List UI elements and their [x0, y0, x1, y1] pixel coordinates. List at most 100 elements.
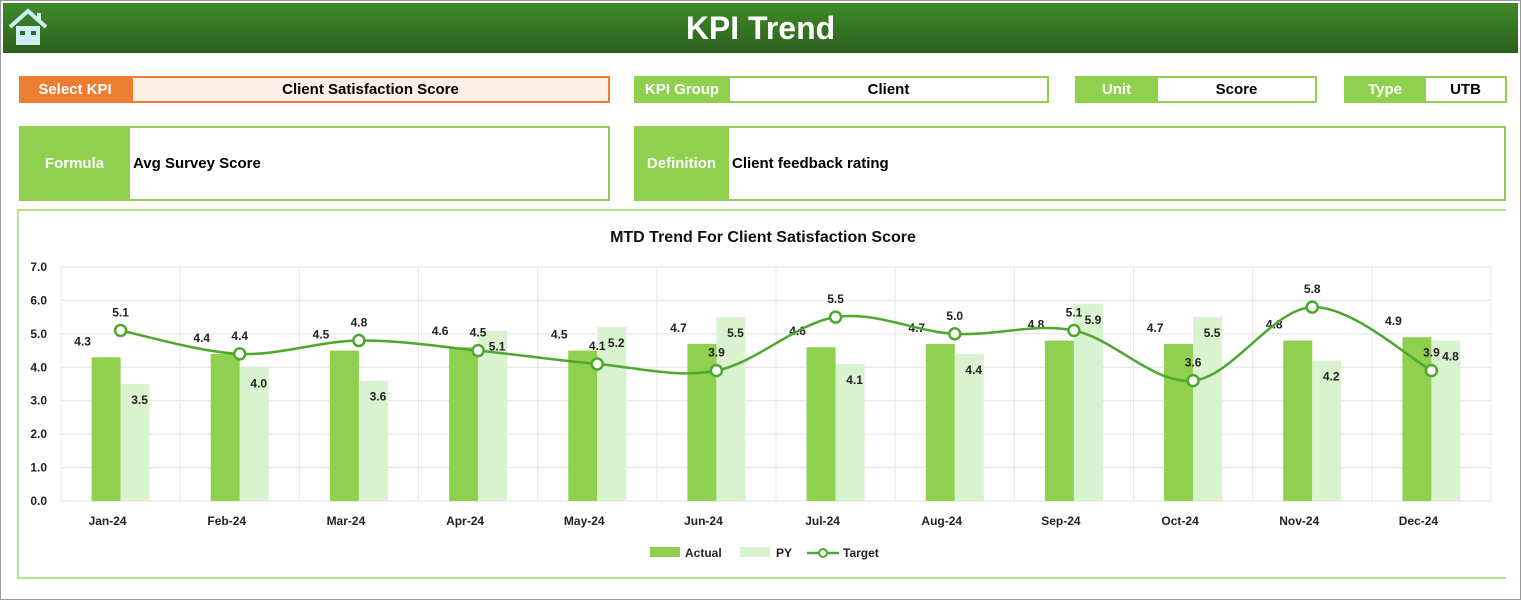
- definition-box: [634, 126, 1506, 201]
- py-data-label: 4.2: [1323, 370, 1340, 384]
- py-bar: [120, 384, 150, 501]
- actual-bar: [210, 353, 240, 501]
- x-tick-label: Sep-24: [1041, 514, 1081, 528]
- target-data-label: 3.9: [708, 346, 725, 360]
- kpi-group-label: KPI Group: [634, 76, 730, 103]
- py-bar: [239, 367, 269, 501]
- type-value: UTB: [1424, 76, 1507, 103]
- y-tick-label: 3.0: [30, 394, 47, 408]
- definition-value: Client feedback rating: [732, 155, 889, 172]
- py-bar: [1431, 340, 1461, 501]
- legend-target-marker: [818, 548, 828, 558]
- target-data-label: 4.4: [231, 329, 248, 343]
- legend-actual-label: Actual: [685, 546, 722, 560]
- py-data-label: 5.5: [1204, 326, 1221, 340]
- py-bar: [716, 317, 746, 501]
- unit-label: Unit: [1075, 76, 1158, 103]
- py-bar: [1073, 303, 1103, 501]
- legend-py-label: PY: [776, 546, 792, 560]
- x-tick-label: Dec-24: [1399, 514, 1439, 528]
- header-bar: KPI Trend: [3, 3, 1518, 53]
- actual-bar: [925, 343, 955, 501]
- py-data-label: 3.5: [131, 393, 148, 407]
- actual-bar: [568, 350, 598, 501]
- y-tick-label: 4.0: [30, 360, 47, 374]
- py-data-label: 5.5: [727, 326, 744, 340]
- y-tick-label: 5.0: [30, 327, 47, 341]
- x-tick-label: Aug-24: [921, 514, 962, 528]
- x-tick-label: Oct-24: [1161, 514, 1199, 528]
- actual-bar: [1164, 343, 1194, 501]
- actual-bar: [1402, 337, 1432, 501]
- chart-container: [17, 209, 1506, 579]
- actual-bar: [806, 347, 836, 501]
- py-data-label: 5.2: [608, 336, 625, 350]
- py-bar: [1312, 360, 1342, 501]
- unit-value: Score: [1156, 76, 1317, 103]
- x-tick-label: May-24: [564, 514, 605, 528]
- kpi-group-value: Client: [728, 76, 1049, 103]
- py-data-label: 4.0: [250, 376, 267, 390]
- formula-value: Avg Survey Score: [133, 155, 261, 172]
- target-marker: [948, 327, 962, 341]
- legend-py-swatch: [740, 547, 770, 557]
- actual-bar: [1044, 340, 1074, 501]
- actual-bar: [1283, 340, 1313, 501]
- select-kpi-dropdown[interactable]: Client Satisfaction Score: [131, 76, 610, 103]
- py-bar: [358, 380, 388, 501]
- x-tick-label: Feb-24: [207, 514, 246, 528]
- target-marker: [352, 333, 366, 348]
- formula-label: Formula: [19, 126, 130, 201]
- chart-title: MTD Trend For Client Satisfaction Score: [610, 229, 916, 246]
- target-data-label: 4.1: [589, 339, 606, 353]
- target-marker: [590, 357, 604, 371]
- py-bar: [478, 330, 508, 501]
- x-tick-label: Jul-24: [805, 514, 840, 528]
- target-marker: [113, 323, 128, 338]
- y-tick-label: 1.0: [30, 461, 47, 475]
- target-data-label: 4.5: [470, 326, 487, 340]
- py-bar: [597, 327, 627, 501]
- select-kpi-label: Select KPI: [19, 76, 131, 103]
- actual-data-label: 4.5: [551, 328, 568, 342]
- py-bar: [1193, 317, 1223, 501]
- actual-data-label: 4.7: [1147, 321, 1164, 335]
- py-bar: [835, 363, 865, 501]
- x-tick-label: Mar-24: [327, 514, 366, 528]
- legend-actual-swatch: [650, 547, 680, 557]
- py-bar: [954, 353, 984, 501]
- actual-data-label: 4.9: [1385, 314, 1402, 328]
- py-data-label: 3.6: [370, 390, 387, 404]
- py-data-label: 4.1: [846, 373, 863, 387]
- y-tick-label: 7.0: [30, 260, 47, 274]
- target-data-label: 5.1: [1066, 306, 1083, 320]
- actual-bar: [91, 357, 121, 501]
- target-marker: [828, 310, 843, 324]
- target-line: [120, 305, 1433, 382]
- target-marker: [1067, 323, 1081, 338]
- actual-data-label: 4.4: [193, 331, 210, 345]
- actual-data-label: 4.5: [313, 328, 330, 342]
- target-data-label: 5.0: [946, 309, 963, 323]
- py-data-label: 5.9: [1085, 313, 1102, 327]
- y-tick-label: 6.0: [30, 293, 47, 307]
- target-data-label: 5.1: [112, 306, 129, 320]
- target-marker: [471, 343, 485, 358]
- x-tick-label: Apr-24: [446, 514, 484, 528]
- py-data-label: 4.8: [1442, 350, 1459, 364]
- actual-bar: [449, 347, 479, 501]
- actual-data-label: 4.6: [432, 324, 449, 338]
- home-icon[interactable]: [7, 7, 49, 47]
- target-marker: [233, 347, 247, 361]
- y-tick-label: 2.0: [30, 427, 47, 441]
- py-data-label: 4.4: [965, 363, 982, 377]
- actual-data-label: 4.7: [670, 321, 687, 335]
- y-tick-label: 0.0: [30, 494, 47, 508]
- actual-bar: [329, 350, 359, 501]
- target-data-label: 4.8: [351, 316, 368, 330]
- legend-target-label: Target: [843, 546, 879, 560]
- x-tick-label: Jan-24: [89, 514, 127, 528]
- py-data-label: 5.1: [489, 340, 506, 354]
- target-marker: [1186, 373, 1200, 388]
